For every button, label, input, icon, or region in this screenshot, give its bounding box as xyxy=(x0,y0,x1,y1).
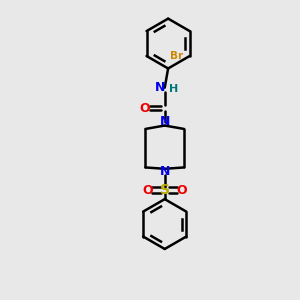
Text: N: N xyxy=(160,115,170,128)
Text: Br: Br xyxy=(169,51,183,61)
Text: N: N xyxy=(154,81,165,94)
Text: O: O xyxy=(142,184,153,196)
Text: H: H xyxy=(169,84,178,94)
Text: O: O xyxy=(139,102,150,115)
Text: N: N xyxy=(160,165,170,178)
Text: O: O xyxy=(177,184,188,196)
Text: S: S xyxy=(160,183,170,197)
